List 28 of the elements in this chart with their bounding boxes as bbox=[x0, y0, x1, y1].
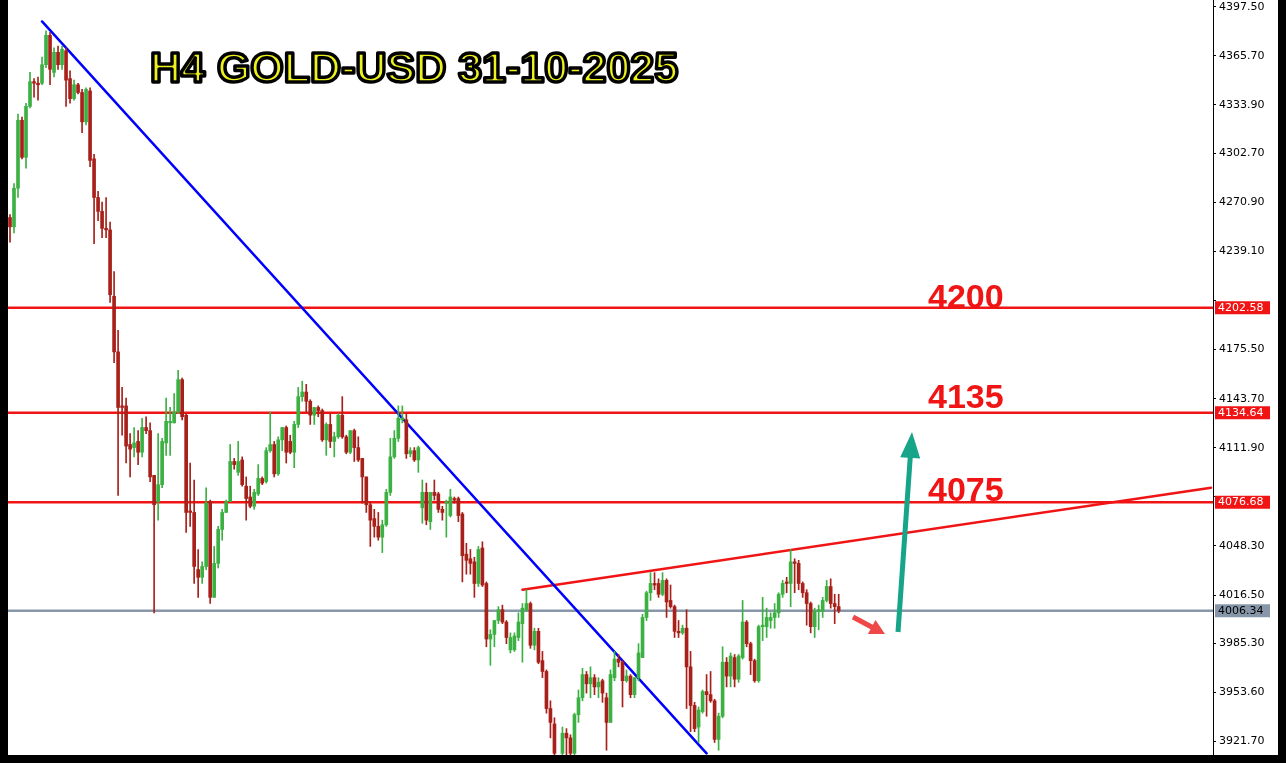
y-tick-label: 4143.70 bbox=[1219, 391, 1265, 405]
ref-line-label: 4006.34 bbox=[1218, 604, 1264, 618]
candlestick bbox=[132, 427, 136, 458]
candlestick bbox=[168, 407, 172, 456]
y-tick-label: 4365.70 bbox=[1219, 48, 1265, 62]
y-tick-label: 4111.90 bbox=[1219, 440, 1265, 454]
ref-line-label: 4076.68 bbox=[1218, 495, 1264, 509]
candlestick bbox=[36, 76, 40, 101]
y-tick-label: 3921.70 bbox=[1219, 734, 1265, 748]
y-tick-label: 4397.50 bbox=[1219, 0, 1265, 13]
y-tick-label: 4175.50 bbox=[1219, 342, 1265, 356]
y-tick-label: 4048.30 bbox=[1219, 538, 1265, 552]
y-tick-label: 3985.30 bbox=[1219, 636, 1265, 650]
y-tick-label: 4333.90 bbox=[1219, 97, 1265, 111]
candlestick bbox=[156, 433, 160, 521]
annotation: 4135 bbox=[928, 377, 1004, 416]
y-tick-label: 4270.90 bbox=[1219, 195, 1265, 209]
candlestick bbox=[816, 604, 821, 631]
y-tick-label: 4239.10 bbox=[1219, 244, 1265, 258]
candlestick bbox=[32, 78, 36, 98]
annotation: 4075 bbox=[928, 469, 1004, 508]
ref-line-label: 4134.64 bbox=[1218, 406, 1264, 419]
y-tick-label: 3953.60 bbox=[1219, 685, 1265, 699]
y-tick-label: 4016.50 bbox=[1219, 587, 1265, 601]
annotation: 4200 bbox=[928, 276, 1004, 315]
ref-line-label: 4202.58 bbox=[1218, 301, 1264, 315]
text: H4 GOLD-USD 31-10-2025 bbox=[150, 43, 679, 91]
y-tick-label: 4302.70 bbox=[1219, 146, 1265, 160]
